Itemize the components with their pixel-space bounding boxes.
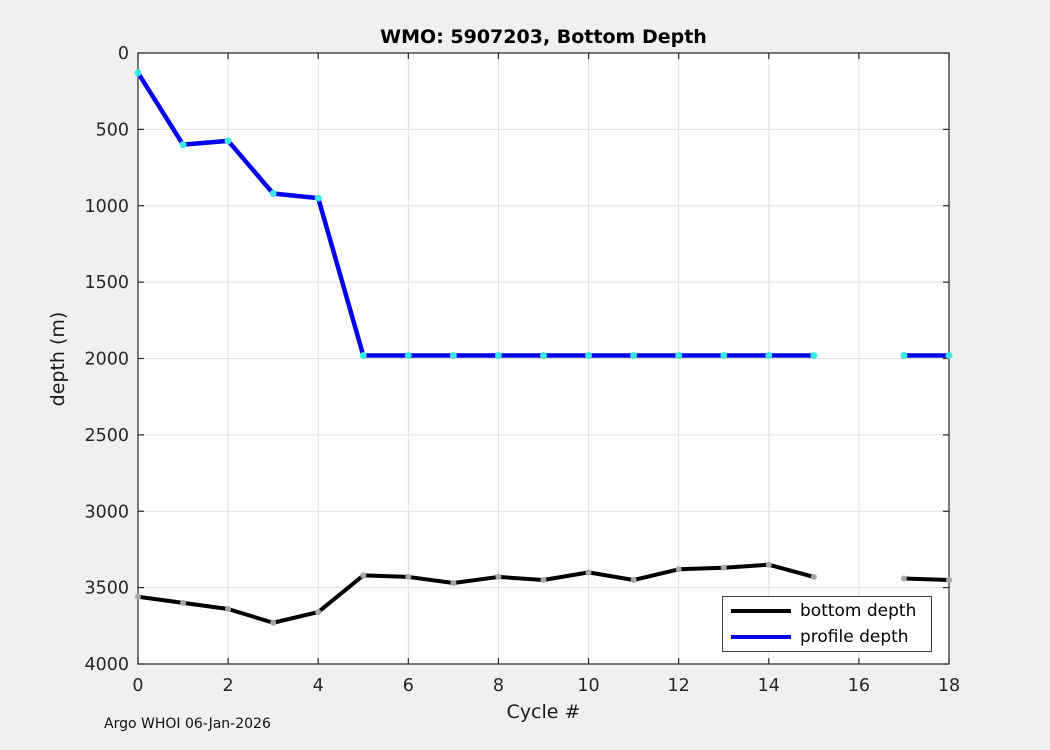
data-point-bottom-depth xyxy=(810,573,817,580)
data-point-profile-depth xyxy=(494,351,502,359)
data-point-profile-depth xyxy=(945,351,953,359)
legend-item-profile-depth: profile depth xyxy=(723,624,931,650)
legend-line-sample-blue xyxy=(731,635,791,640)
legend-item-bottom-depth: bottom depth xyxy=(723,598,931,624)
x-tick-label: 8 xyxy=(493,676,504,696)
chart-title: WMO: 5907203, Bottom Depth xyxy=(380,26,707,48)
x-tick-label: 16 xyxy=(848,676,870,696)
data-point-bottom-depth xyxy=(946,576,952,583)
series-line-bottom-depth xyxy=(903,576,950,582)
x-axis-label: Cycle # xyxy=(506,701,581,723)
x-tick-label: 14 xyxy=(758,676,780,696)
x-tick-label: 6 xyxy=(403,676,414,696)
data-point-profile-depth xyxy=(449,351,457,359)
legend: bottom depth profile depth xyxy=(722,596,932,652)
series-line-bottom-depth xyxy=(137,562,815,625)
data-point-bottom-depth xyxy=(540,576,547,583)
data-point-profile-depth xyxy=(359,351,367,359)
y-tick-label: 3000 xyxy=(84,502,129,522)
data-point-profile-depth xyxy=(585,351,593,359)
data-point-profile-depth xyxy=(630,351,638,359)
data-point-bottom-depth xyxy=(315,609,322,616)
data-point-bottom-depth xyxy=(135,593,141,600)
x-tick-label: 2 xyxy=(223,676,234,696)
legend-label-profile-depth: profile depth xyxy=(800,627,909,648)
y-tick-label: 500 xyxy=(96,120,129,140)
y-tick-label: 0 xyxy=(118,44,129,64)
y-axis-label: depth (m) xyxy=(47,311,69,407)
data-point-profile-depth xyxy=(269,190,277,198)
data-point-bottom-depth xyxy=(270,619,277,626)
y-tick-label: 3500 xyxy=(84,579,129,599)
legend-label-bottom-depth: bottom depth xyxy=(800,600,917,621)
data-point-profile-depth xyxy=(314,194,322,202)
data-point-profile-depth xyxy=(179,141,187,149)
data-point-profile-depth xyxy=(540,351,547,359)
data-point-profile-depth xyxy=(765,351,773,359)
data-point-profile-depth xyxy=(900,351,908,359)
data-point-profile-depth xyxy=(404,351,412,359)
data-point-profile-depth xyxy=(224,137,232,145)
data-point-bottom-depth xyxy=(585,569,592,576)
data-point-profile-depth xyxy=(134,69,142,77)
watermark-text: Argo WHOI 06-Jan-2026 xyxy=(104,716,271,732)
x-tick-label: 18 xyxy=(938,676,960,696)
data-point-bottom-depth xyxy=(180,599,187,606)
data-point-bottom-depth xyxy=(675,566,682,573)
y-tick-label: 4000 xyxy=(84,655,129,675)
legend-line-sample-black xyxy=(731,608,791,613)
y-tick-label: 1500 xyxy=(84,273,129,293)
data-point-profile-depth xyxy=(720,351,728,359)
series-line-profile-depth xyxy=(136,71,814,358)
data-point-profile-depth xyxy=(810,351,818,359)
data-point-profile-depth xyxy=(675,351,683,359)
data-point-bottom-depth xyxy=(360,572,367,579)
data-point-bottom-depth xyxy=(450,580,457,587)
y-tick-label: 2500 xyxy=(84,426,129,446)
x-tick-label: 10 xyxy=(577,676,599,696)
x-tick-label: 0 xyxy=(132,676,143,696)
x-tick-label: 12 xyxy=(668,676,690,696)
data-point-bottom-depth xyxy=(225,606,232,613)
y-tick-label: 2000 xyxy=(84,350,129,370)
data-point-bottom-depth xyxy=(630,576,637,583)
data-point-bottom-depth xyxy=(720,564,727,571)
y-tick-label: 1000 xyxy=(84,197,129,217)
data-point-bottom-depth xyxy=(900,575,907,582)
data-point-bottom-depth xyxy=(495,573,502,580)
x-tick-label: 4 xyxy=(313,676,324,696)
data-point-bottom-depth xyxy=(765,561,772,568)
data-point-bottom-depth xyxy=(405,573,412,580)
